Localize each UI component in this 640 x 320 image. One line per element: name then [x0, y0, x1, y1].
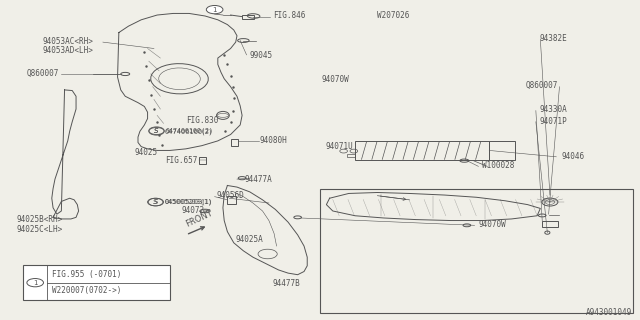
Bar [23, 265, 170, 300]
Text: 94477A: 94477A [244, 175, 273, 184]
Text: W207026: W207026 [378, 12, 410, 20]
Text: S: S [153, 199, 157, 205]
Text: 94025B<RH>: 94025B<RH> [17, 215, 63, 224]
Text: 94071U: 94071U [325, 142, 353, 151]
Bar [227, 196, 236, 204]
Text: 94025: 94025 [135, 148, 158, 157]
Bar [489, 141, 515, 160]
Text: S: S [154, 199, 158, 205]
Text: 94330A: 94330A [539, 106, 567, 115]
Text: 1: 1 [33, 280, 37, 286]
Text: 99045: 99045 [250, 51, 273, 60]
Text: 045005203(1): 045005203(1) [164, 199, 212, 205]
Text: 94046: 94046 [561, 152, 584, 161]
Text: 1: 1 [212, 7, 217, 12]
Text: 94071P: 94071P [539, 116, 567, 126]
Text: S: S [154, 128, 159, 134]
Text: Q860007: Q860007 [525, 81, 558, 90]
Text: 94025C<LH>: 94025C<LH> [17, 225, 63, 234]
Text: W100028: W100028 [481, 161, 514, 170]
Bar [542, 221, 558, 227]
Circle shape [27, 278, 44, 287]
Text: 94072: 94072 [181, 206, 205, 215]
Text: FRONT: FRONT [184, 208, 214, 228]
Text: 047406160(2): 047406160(2) [165, 128, 212, 135]
Bar [348, 154, 355, 157]
Circle shape [206, 5, 223, 14]
Text: S: S [154, 128, 159, 134]
Text: 94070W: 94070W [478, 220, 506, 229]
Text: A943001049: A943001049 [586, 308, 632, 317]
Text: 94053AC<RH>: 94053AC<RH> [42, 37, 93, 46]
Text: FIG.657: FIG.657 [166, 156, 198, 165]
Text: 94070W: 94070W [321, 75, 349, 84]
Text: FIG.955 (-0701): FIG.955 (-0701) [52, 270, 121, 279]
Text: 94056D: 94056D [216, 191, 244, 200]
Text: 94477B: 94477B [272, 279, 300, 288]
Text: 045005203(1): 045005203(1) [164, 199, 212, 205]
Text: 94080H: 94080H [259, 136, 287, 145]
Text: 94053AD<LH>: 94053AD<LH> [42, 46, 93, 55]
Bar [355, 141, 489, 160]
Text: 94025A: 94025A [235, 235, 263, 244]
Bar [198, 157, 206, 164]
Text: FIG.830: FIG.830 [186, 116, 218, 125]
Text: Q860007: Q860007 [26, 69, 59, 78]
Text: 047406160(2): 047406160(2) [166, 127, 214, 134]
Text: FIG.846: FIG.846 [273, 12, 306, 20]
Bar [230, 139, 238, 146]
Bar [242, 15, 253, 19]
Bar [320, 189, 633, 313]
Text: W220007(0702->): W220007(0702->) [52, 286, 121, 295]
Text: 94382E: 94382E [539, 34, 567, 43]
